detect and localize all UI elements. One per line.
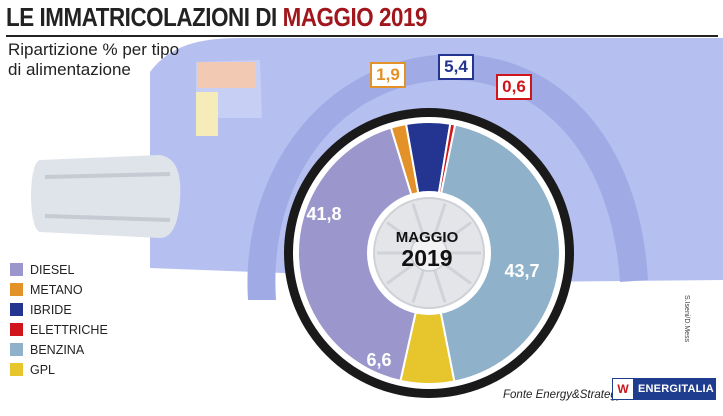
legend-swatch-benzina <box>10 343 23 356</box>
hub-cap <box>410 234 448 272</box>
legend-item-gpl: GPL <box>10 360 108 379</box>
image-credit: S.Iseni/D.Mess <box>683 295 690 343</box>
chart-subtitle: Ripartizione % per tipo di alimentazione <box>8 40 179 80</box>
car-bumper-stripe <box>44 172 171 179</box>
legend-swatch-gpl <box>10 363 23 376</box>
center-label-month: MAGGIO <box>396 229 459 246</box>
legend-label-benzina: BENZINA <box>30 342 85 357</box>
hub-spoke <box>433 203 447 237</box>
legend-label-gpl: GPL <box>30 362 56 377</box>
pie-slice-benzina <box>427 123 561 383</box>
data-label-benzina: 43,7 <box>504 261 539 281</box>
subtitle-line2: di alimentazione <box>8 60 131 79</box>
chart-title-part2: MAGGIO 2019 <box>282 2 428 32</box>
legend-label-ibride: IBRIDE <box>30 302 72 317</box>
hub-spoke <box>433 269 447 303</box>
legend-item-elettriche: ELETTRICHE <box>10 320 108 339</box>
hub-spokes <box>377 203 481 303</box>
subtitle-line1: Ripartizione % per tipo <box>8 40 180 59</box>
data-label-gpl: 6,6 <box>366 350 391 370</box>
legend-label-metano: METANO <box>30 282 83 297</box>
logo-mark-icon: W <box>612 378 634 400</box>
data-label-elettriche: 0,6 <box>502 77 526 96</box>
legend-item-ibride: IBRIDE <box>10 300 108 319</box>
wheel-arch <box>247 53 648 300</box>
hub-spoke <box>386 262 416 285</box>
legend-label-elettriche: ELETTRICHE <box>30 322 108 337</box>
legend-swatch-diesel <box>10 263 23 276</box>
source-note: Fonte Energy&Strategy <box>503 389 623 401</box>
chart-title-part1: LE IMMATRICOLAZIONI DI <box>6 2 283 32</box>
hub-spoke <box>442 262 472 285</box>
hub-spoke <box>442 221 472 244</box>
car-light-yellow <box>196 92 218 136</box>
car-bumper-stripe <box>44 214 171 222</box>
chart-legend: DIESEL METANO IBRIDE ELETTRICHE BENZINA … <box>10 260 108 380</box>
hub-spoke <box>411 269 425 303</box>
car-light-orange <box>198 62 256 88</box>
energitalia-logo: W ENERGITALIA <box>612 378 716 400</box>
legend-label-diesel: DIESEL <box>30 262 75 277</box>
legend-item-metano: METANO <box>10 280 108 299</box>
data-label-ibride: 5,4 <box>444 57 468 76</box>
hub-spoke <box>386 221 416 244</box>
hub-spoke <box>411 203 425 237</box>
chart-title: LE IMMATRICOLAZIONI DI MAGGIO 2019 <box>6 2 427 32</box>
legend-item-diesel: DIESEL <box>10 260 108 279</box>
pie-slice-diesel <box>296 126 431 383</box>
data-label-box-elettriche <box>496 74 532 100</box>
legend-swatch-ibride <box>10 303 23 316</box>
data-label-diesel: 41,8 <box>306 204 341 224</box>
legend-swatch-metano <box>10 283 23 296</box>
data-label-box-ibride <box>438 54 474 80</box>
pie-data-labels: 1,9 5,4 0,6 43,7 6,6 41,8 <box>306 54 540 370</box>
legend-swatch-elettriche <box>10 323 23 336</box>
title-rule <box>6 35 718 37</box>
data-label-box-metano <box>370 62 406 88</box>
data-label-metano: 1,9 <box>376 65 400 84</box>
logo-text: ENERGITALIA <box>638 383 714 395</box>
legend-item-benzina: BENZINA <box>10 340 108 359</box>
center-label-year: 2019 <box>401 245 452 271</box>
car-bumper <box>31 155 181 238</box>
